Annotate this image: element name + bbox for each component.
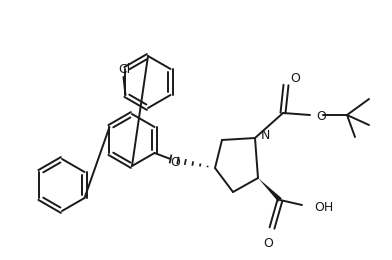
- Text: OH: OH: [314, 200, 333, 213]
- Text: O: O: [316, 109, 326, 122]
- Text: O: O: [263, 237, 273, 250]
- Text: N: N: [261, 128, 270, 141]
- Text: O: O: [290, 72, 300, 84]
- Text: O: O: [171, 155, 180, 168]
- Polygon shape: [258, 178, 282, 202]
- Text: Cl: Cl: [118, 62, 131, 75]
